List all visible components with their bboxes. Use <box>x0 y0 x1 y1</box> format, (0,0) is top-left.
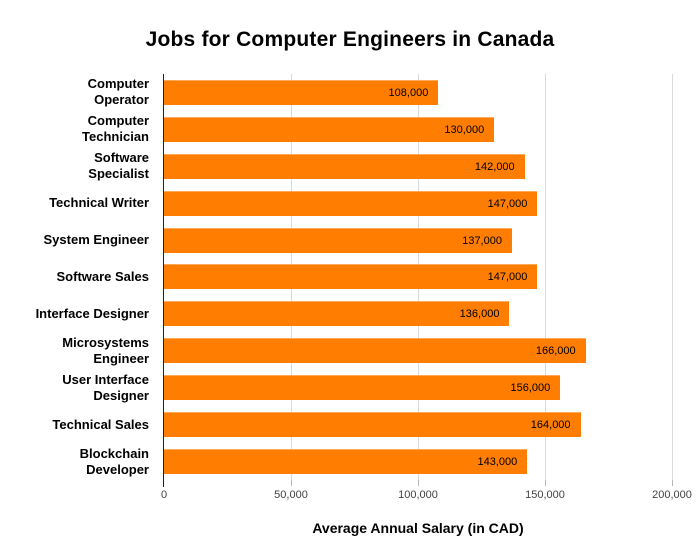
plot-rows: 108,000 130,000 142,000 147,000 137,000 147,0… <box>164 74 672 480</box>
category-label: Software Sales <box>56 268 150 284</box>
bar-row: 147,000 <box>164 185 672 222</box>
bar-row: 130,000 <box>164 111 672 148</box>
bar-row: 108,000 <box>164 74 672 111</box>
category-label: Software Specialist <box>88 150 149 182</box>
category-label: User Interface Designer <box>62 371 149 403</box>
category-label: Blockchain Developer <box>79 445 149 477</box>
tick-mark <box>545 480 546 486</box>
bar-row: 143,000 <box>164 443 672 480</box>
plot-area: 108,000 130,000 142,000 147,000 137,000 147,0… <box>164 74 673 480</box>
bar-value-label: 143,000 <box>477 456 518 469</box>
bar: 142,000 <box>164 153 525 179</box>
bar-row: 147,000 <box>164 259 672 296</box>
bar-value-label: 130,000 <box>444 123 485 136</box>
bar-row: 142,000 <box>164 148 672 185</box>
tick-label: 0 <box>160 489 168 501</box>
bar: 130,000 <box>164 116 495 142</box>
bar-value-label: 142,000 <box>474 160 515 173</box>
bar-row: 137,000 <box>164 222 672 259</box>
bar-value-label: 156,000 <box>510 382 551 395</box>
bar: 137,000 <box>164 227 512 253</box>
bar-value-label: 137,000 <box>462 234 502 247</box>
category-label: Computer Technician <box>82 113 149 145</box>
category-label: Microsystems Engineer <box>62 334 149 366</box>
tick-mark <box>291 480 292 486</box>
category-label: System Engineer <box>43 232 150 248</box>
bar-row: 136,000 <box>164 295 672 332</box>
y-axis-line <box>163 74 164 487</box>
x-axis-title: Average Annual Salary (in CAD) <box>312 520 524 536</box>
bar-value-label: 147,000 <box>487 271 528 284</box>
bar-value-label: 147,000 <box>487 197 528 210</box>
tick-label: 100,000 <box>398 489 438 501</box>
tick-mark <box>672 480 673 486</box>
bar: 147,000 <box>164 190 538 216</box>
tick-label: 200,000 <box>652 489 692 501</box>
bar: 143,000 <box>164 449 528 475</box>
x-axis-ticks: 0 50,000 100,000 150,000 200,000 <box>160 480 692 506</box>
category-label: Technical Sales <box>52 416 149 432</box>
bar-value-label: 164,000 <box>530 419 571 432</box>
bar-row: 156,000 <box>164 369 672 406</box>
bar-value-label: 166,000 <box>535 345 576 358</box>
category-label: Computer Operator <box>87 76 149 108</box>
gridline <box>672 74 673 480</box>
tick-mark <box>418 480 419 486</box>
category-labels: Computer Operator Computer Technician Soft… <box>0 74 156 480</box>
bar: 166,000 <box>164 338 586 364</box>
bar: 108,000 <box>164 79 439 105</box>
category-label: Technical Writer <box>49 195 149 211</box>
bar-row: 164,000 <box>164 406 672 443</box>
bar: 136,000 <box>164 301 510 327</box>
category-label: Interface Designer <box>35 305 149 321</box>
bar: 164,000 <box>164 412 581 438</box>
bar-row: 166,000 <box>164 332 672 369</box>
bar: 156,000 <box>164 375 561 401</box>
bar-value-label: 136,000 <box>459 308 500 321</box>
gridline <box>545 74 546 480</box>
tick-label: 150,000 <box>525 489 565 501</box>
bar: 147,000 <box>164 264 538 290</box>
tick-label: 50,000 <box>274 489 308 501</box>
chart-title: Jobs for Computer Engineers in Canada <box>145 28 555 51</box>
bar-value-label: 108,000 <box>388 86 429 99</box>
